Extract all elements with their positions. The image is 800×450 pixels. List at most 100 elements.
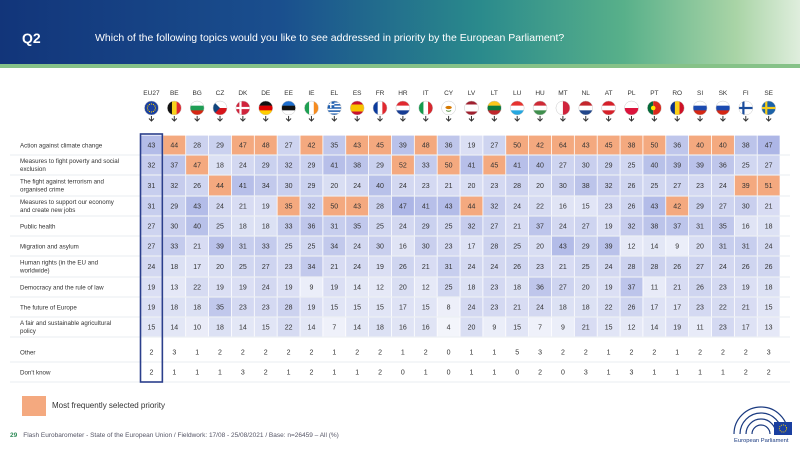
cell-value: 16 (399, 325, 407, 332)
cell-value: 31 (148, 204, 156, 211)
cell-value: 45 (605, 143, 613, 150)
cell-value: 44 (216, 183, 224, 190)
cell-value: 1 (401, 350, 405, 357)
cell-value: 12 (628, 325, 636, 332)
cell-value: 0 (401, 370, 405, 377)
cell-value: 1 (172, 370, 176, 377)
cell-value: 30 (559, 183, 567, 190)
cell-value: 20 (468, 325, 476, 332)
cell-value: 18 (765, 285, 773, 292)
cell-value: 9 (309, 285, 313, 292)
down-arrow-icon (378, 116, 383, 121)
cell-value: 2 (721, 350, 725, 357)
cell-value: 36 (445, 143, 453, 150)
cell-value: 33 (262, 244, 270, 251)
cell-value: 37 (673, 224, 681, 231)
cell-value: 38 (650, 224, 658, 231)
cell-value: 31 (742, 244, 750, 251)
cell-value: 14 (650, 244, 658, 251)
cell-value: 45 (376, 143, 384, 150)
cell-value: 15 (765, 305, 773, 312)
cell-value: 23 (536, 264, 544, 271)
column-header: ES (353, 90, 362, 97)
cell-value: 41 (422, 204, 430, 211)
cell-value: 43 (353, 204, 361, 211)
down-arrow-icon (172, 116, 177, 121)
cell-value: 41 (513, 163, 521, 170)
cell-value: 9 (561, 325, 565, 332)
cell-value: 2 (378, 350, 382, 357)
row-label: Democracy and the rule of law (20, 284, 104, 291)
cell-value: 35 (330, 143, 338, 150)
cell-value: 23 (422, 183, 430, 190)
question-title: Which of the following topics would you … (95, 32, 564, 44)
cell-value: 11 (651, 285, 658, 292)
cell-value: 18 (170, 305, 178, 312)
cell-value: 18 (468, 285, 476, 292)
cell-value: 33 (285, 224, 293, 231)
legend-label: Most frequently selected priority (52, 401, 165, 410)
cell-value: 41 (468, 163, 476, 170)
cell-value: 9 (675, 244, 679, 251)
cell-value: 36 (536, 285, 544, 292)
cell-value: 2 (241, 350, 245, 357)
cell-value: 0 (447, 370, 451, 377)
country-flag-icon (487, 101, 501, 115)
cell-value: 25 (445, 224, 453, 231)
cell-value: 25 (308, 244, 316, 251)
row-label: A fair and sustainable agricultural polic… (20, 320, 111, 335)
cell-value: 23 (490, 183, 498, 190)
cell-value: 17 (650, 305, 658, 312)
cell-value: 15 (262, 325, 270, 332)
cell-value: 26 (399, 264, 407, 271)
cell-value: 27 (559, 285, 567, 292)
cell-value: 24 (559, 224, 567, 231)
cell-value: 30 (582, 163, 590, 170)
cell-value: 47 (239, 143, 247, 150)
cell-value: 16 (422, 325, 430, 332)
cell-value: 2 (149, 370, 153, 377)
cell-value: 18 (765, 224, 773, 231)
cell-value: 24 (399, 224, 407, 231)
cell-value: 47 (193, 163, 201, 170)
cell-value: 28 (513, 183, 521, 190)
cell-value: 33 (170, 244, 178, 251)
cell-value: 13 (170, 285, 178, 292)
cell-value: 28 (285, 305, 293, 312)
cell-value: 16 (399, 244, 407, 251)
down-arrow-icon (492, 116, 497, 121)
cell-value: 28 (628, 264, 636, 271)
cell-value: 41 (239, 183, 247, 190)
question-number: Q2 (22, 30, 41, 46)
cell-value: 2 (652, 350, 656, 357)
column-header: LT (491, 90, 498, 97)
column-header: CZ (216, 90, 225, 97)
cell-value: 23 (490, 305, 498, 312)
cell-value: 19 (239, 285, 247, 292)
cell-value: 19 (285, 285, 293, 292)
cell-value: 38 (582, 183, 590, 190)
cell-value: 1 (492, 350, 496, 357)
cell-value: 25 (582, 264, 590, 271)
cell-value: 38 (742, 143, 750, 150)
cell-value: 24 (216, 204, 224, 211)
cell-value: 21 (445, 183, 453, 190)
footer-source: Flash Eurobarometer - State of the Europ… (23, 432, 339, 439)
down-arrow-icon (309, 116, 314, 121)
country-flag-icon (556, 101, 570, 115)
cell-value: 20 (582, 285, 590, 292)
cell-value: 18 (262, 224, 270, 231)
cell-value: 43 (193, 204, 201, 211)
cell-value: 27 (673, 183, 681, 190)
down-arrow-icon (560, 116, 565, 121)
cell-value: 39 (742, 183, 750, 190)
cell-value: 15 (148, 325, 156, 332)
cell-value: 29 (605, 163, 613, 170)
cell-value: 35 (285, 204, 293, 211)
cell-value: 23 (719, 285, 727, 292)
cell-value: 27 (582, 224, 590, 231)
cell-value: 20 (399, 285, 407, 292)
cell-value: 50 (445, 163, 453, 170)
country-flag-icon (327, 101, 341, 115)
cell-value: 0 (515, 370, 519, 377)
